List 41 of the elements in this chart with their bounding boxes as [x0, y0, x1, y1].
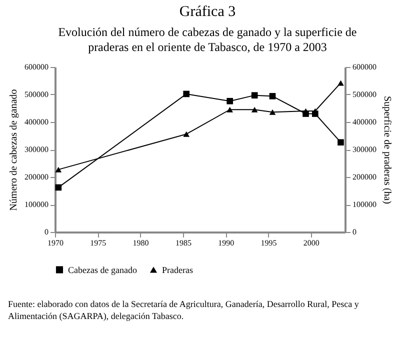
y2-tick-label: 500000	[352, 90, 376, 99]
y-tick-label: 200000	[24, 172, 48, 182]
point	[226, 106, 234, 112]
y2-tick-label: 400000	[352, 118, 376, 126]
y2-tick-label: 0	[352, 228, 356, 236]
point	[302, 108, 309, 114]
x-tick-label: 1995	[260, 238, 277, 248]
legend-label: Praderas	[162, 264, 194, 275]
point	[55, 184, 62, 191]
chart-subtitle: Evolución del número de cabezas de ganado y la superficie de praderas en el oriente de Tabasco, de 1970 a 2003	[57, 25, 358, 55]
point	[183, 90, 190, 98]
point	[338, 80, 344, 86]
point	[338, 139, 344, 146]
y2-tick-label: 200000	[352, 172, 376, 182]
y-tick-label: 600000	[24, 62, 48, 72]
y2-axis-title: Superficie de praderas (ha)	[382, 96, 392, 204]
y-tick-label: 300000	[24, 145, 48, 154]
y-tick-label: 0	[44, 228, 48, 236]
chart-title: Gráfica 3	[178, 4, 237, 21]
point	[269, 92, 276, 100]
y-tick-label: 500000	[24, 90, 48, 99]
y2-tick-label: 100000	[352, 200, 376, 209]
y2-tick-label: 600000	[352, 62, 376, 72]
x-tick-label: 2000	[303, 238, 320, 248]
x-tick-label: 1975	[90, 238, 106, 248]
point	[251, 106, 258, 112]
y-tick-label: 100000	[24, 200, 48, 209]
point	[269, 109, 276, 115]
point	[226, 98, 234, 104]
y-tick-label: 400000	[24, 118, 48, 126]
source-note: Fuente: elaborado con datos de la Secretaría de Agricultura, Ganadería, Desarrollo Rural, Pesca y Alimentación (SAGARPA), delegación Tabasco.	[8, 299, 360, 322]
x-tick-label: 1985	[175, 238, 192, 248]
x-tick-label: 1990	[218, 238, 234, 248]
x-tick-label: 1980	[132, 238, 149, 248]
point	[183, 131, 190, 137]
y-axis-title: Número de cabezas de ganado	[8, 89, 20, 211]
point	[55, 166, 62, 172]
x-tick-label: 1970	[48, 238, 64, 248]
y2-tick-label: 300000	[352, 145, 376, 154]
legend-label: Cabezas de ganado	[68, 264, 138, 275]
point	[251, 92, 258, 98]
